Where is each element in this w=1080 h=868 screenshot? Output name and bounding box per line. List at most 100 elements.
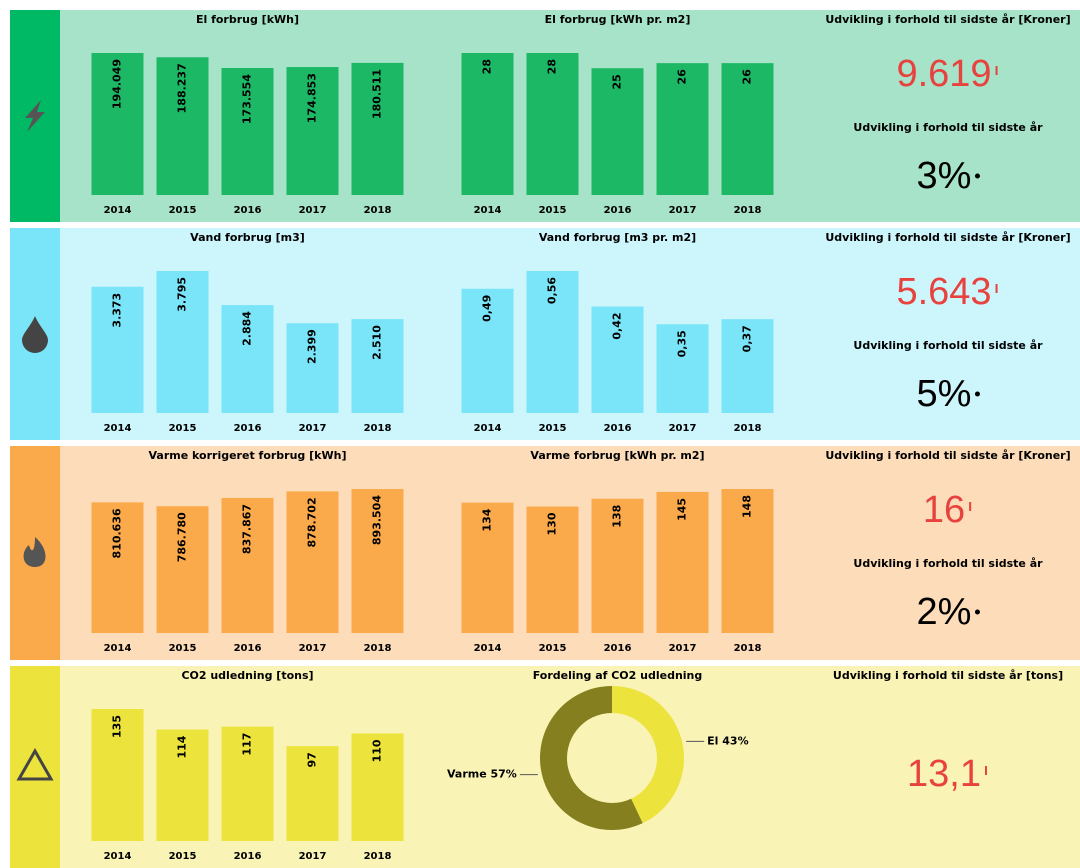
value-label: 0,35 [676, 330, 689, 357]
x-tick-label: 2016 [234, 205, 262, 216]
kpi-percent: 5% [917, 373, 972, 415]
chart-title: El forbrug [kWh pr. m2] [545, 13, 691, 26]
bar [721, 489, 774, 633]
value-label: 25 [611, 74, 624, 89]
bar [91, 709, 144, 841]
x-tick-label: 2016 [604, 205, 632, 216]
bar [721, 319, 774, 413]
x-tick-label: 2015 [169, 851, 197, 862]
x-tick-label: 2016 [234, 851, 262, 862]
x-tick-label: 2016 [234, 423, 262, 434]
x-tick-label: 2014 [474, 205, 502, 216]
bar [156, 271, 209, 413]
value-label: 114 [176, 735, 189, 758]
kpi-value: 9.619 [896, 53, 991, 95]
donut-slice [612, 686, 684, 824]
x-tick-label: 2017 [669, 205, 697, 216]
value-label: 837.867 [241, 504, 254, 554]
value-label: 26 [676, 69, 689, 85]
x-tick-label: 2014 [474, 423, 502, 434]
value-label: 0,42 [611, 313, 624, 340]
bar [351, 489, 404, 633]
x-tick-label: 2015 [539, 643, 567, 654]
bar [351, 319, 404, 413]
x-tick-label: 2014 [104, 423, 132, 434]
value-label: 180.511 [371, 69, 384, 119]
value-label: 138 [611, 505, 624, 528]
bar [351, 733, 404, 841]
kpi-subtitle: Udvikling i forhold til sidste år [853, 121, 1043, 134]
bar [526, 271, 579, 413]
value-label: 878.702 [306, 497, 319, 547]
trend-dot [974, 173, 980, 179]
bar [461, 502, 514, 633]
chart-title: El forbrug [kWh] [196, 13, 299, 26]
chart-title: Fordeling af CO2 udledning [533, 669, 703, 682]
trend-indicator [969, 502, 972, 511]
value-label: 893.504 [371, 495, 384, 545]
value-label: 135 [111, 715, 124, 738]
x-tick-label: 2016 [604, 423, 632, 434]
chart-title: Vand forbrug [m3 pr. m2] [539, 231, 696, 244]
kpi-percent: 3% [917, 155, 972, 197]
x-tick-label: 2017 [669, 643, 697, 654]
icon-drop [22, 316, 48, 353]
bar [656, 491, 709, 633]
value-label: 28 [546, 59, 559, 74]
x-tick-label: 2016 [604, 643, 632, 654]
chart-title: Varme korrigeret forbrug [kWh] [149, 449, 347, 462]
value-label: 2.399 [306, 329, 319, 364]
value-label: 134 [481, 508, 494, 531]
kpi-subtitle: Udvikling i forhold til sidste år [853, 339, 1043, 352]
bar [591, 306, 644, 413]
bar [221, 67, 274, 195]
x-tick-label: 2017 [299, 851, 327, 862]
value-label: 2.884 [241, 311, 254, 346]
chart-title: Vand forbrug [m3] [190, 231, 305, 244]
donut-slice [540, 686, 643, 830]
bar [156, 506, 209, 633]
icon-flame [23, 537, 46, 567]
x-tick-label: 2017 [299, 643, 327, 654]
value-label: 173.554 [241, 74, 254, 124]
bar [656, 324, 709, 413]
slice-label: El 43% [707, 734, 748, 747]
kpi-title: Udvikling i forhold til sidste år [Krone… [825, 449, 1070, 462]
bar [91, 53, 144, 195]
value-label: 148 [741, 495, 754, 518]
x-tick-label: 2015 [169, 423, 197, 434]
kpi-title: Udvikling i forhold til sidste år [tons] [833, 669, 1063, 682]
kpi-value: 5.643 [896, 271, 991, 313]
value-label: 2.510 [371, 325, 384, 360]
x-tick-label: 2018 [364, 205, 392, 216]
value-label: 188.237 [176, 63, 189, 113]
x-tick-label: 2015 [169, 205, 197, 216]
kpi-subtitle: Udvikling i forhold til sidste år [853, 557, 1043, 570]
value-label: 117 [241, 733, 254, 756]
value-label: 194.049 [111, 59, 124, 109]
value-label: 0,37 [741, 325, 754, 352]
bar [221, 305, 274, 413]
bar [591, 498, 644, 633]
value-label: 28 [481, 59, 494, 74]
chart-title: CO2 udledning [tons] [181, 669, 313, 682]
kpi-title: Udvikling i forhold til sidste år [Krone… [825, 231, 1070, 244]
bar [286, 323, 339, 413]
bar [461, 53, 514, 195]
x-tick-label: 2015 [539, 423, 567, 434]
x-tick-label: 2017 [669, 423, 697, 434]
kpi-value: 16 [923, 489, 965, 531]
x-tick-label: 2017 [299, 423, 327, 434]
x-tick-label: 2017 [299, 205, 327, 216]
bar [156, 57, 209, 196]
x-tick-label: 2018 [734, 423, 762, 434]
value-label: 786.780 [176, 512, 189, 562]
value-label: 26 [741, 69, 754, 85]
bar [721, 63, 774, 196]
icon-strip [10, 666, 60, 868]
kpi-percent: 2% [917, 591, 972, 633]
value-label: 145 [676, 498, 689, 521]
slice-label: Varme 57% [447, 768, 517, 781]
chart-title: Varme forbrug [kWh pr. m2] [530, 449, 704, 462]
